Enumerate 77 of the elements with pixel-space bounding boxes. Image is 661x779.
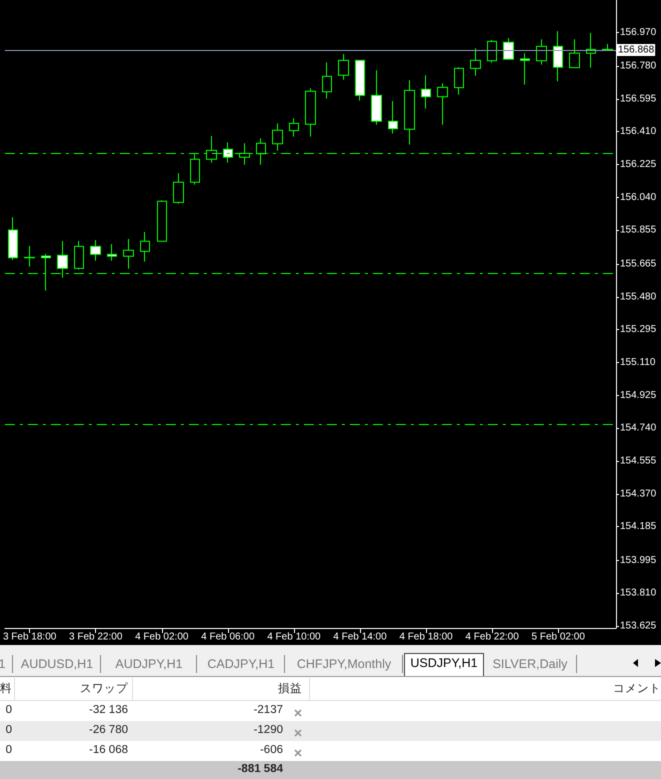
candlestick	[569, 38, 580, 68]
candlestick	[338, 53, 349, 80]
y-tick-label: 155.110	[620, 356, 656, 368]
candlestick	[140, 231, 150, 262]
y-tick-label: 155.665	[620, 258, 657, 270]
y-tick-label: 156.595	[620, 93, 657, 104]
x-tick-label: 4 Feb 10:00	[267, 632, 322, 642]
y-tick-label: 156.410	[620, 126, 657, 138]
text: -26 780	[88, 724, 128, 736]
text: CADJPY,H1	[198, 655, 285, 673]
text: 0	[4, 744, 12, 756]
y-tick-label: 153.810	[620, 588, 657, 599]
y-tick-label: 156.040	[620, 192, 657, 203]
text: コメント	[612, 682, 661, 696]
candlestick	[90, 239, 101, 262]
text: AUDJPY,H1	[102, 655, 197, 673]
y-tick-label: 153.995	[620, 554, 657, 566]
x-tick-label: 3 Feb 22:00	[69, 632, 123, 642]
y-tick-label: 154.185	[620, 521, 657, 532]
candlestick	[272, 122, 283, 152]
text: 損益	[277, 682, 302, 696]
y-tick-label: 155.855	[620, 224, 657, 236]
text: スワップ	[79, 681, 128, 696]
candlestick	[437, 82, 448, 126]
candlestick	[305, 88, 316, 138]
x-tick-label: 4 Feb 02:00	[135, 632, 189, 642]
candlestick	[520, 52, 530, 86]
y-tick-label: 155.480	[620, 291, 657, 302]
x-tick-label: 4 Feb 14:00	[333, 632, 388, 642]
y-tick-label: 156.970	[620, 26, 657, 38]
text: -16 068	[88, 744, 128, 756]
x-tick-label: 5 Feb 02:00	[532, 632, 586, 642]
ref-line-label: 156.868	[618, 44, 655, 56]
candlestick	[355, 59, 365, 102]
y-tick-label: 154.925	[620, 390, 657, 401]
candlestick	[421, 74, 431, 110]
x-tick-label: 4 Feb 22:00	[465, 632, 520, 642]
candlestick	[74, 240, 84, 270]
y-tick-label: 154.555	[620, 455, 657, 466]
candlestick	[322, 62, 332, 100]
candlestick	[8, 216, 18, 261]
text: USDJPY,H1	[404, 653, 484, 676]
candlestick	[553, 30, 563, 82]
candlestick	[173, 172, 184, 204]
text: 料	[0, 682, 12, 696]
candlestick	[24, 246, 35, 268]
candlestick	[503, 37, 514, 60]
text: -2137	[252, 704, 283, 716]
candlestick	[487, 39, 497, 64]
candlestick	[454, 66, 464, 96]
text: 0	[4, 704, 12, 716]
candlestick	[107, 244, 117, 262]
candlestick	[289, 118, 299, 138]
y-tick-label: 156.780	[620, 60, 657, 72]
y-tick-label: 155.295	[620, 324, 657, 336]
candlestick	[388, 100, 398, 134]
text: 0	[4, 724, 12, 736]
x-tick-label: 3 Feb 18:00	[2, 632, 57, 642]
y-tick-label: 156.225	[620, 159, 657, 170]
text: -32 136	[88, 704, 128, 716]
text: -606	[258, 744, 283, 756]
candlestick	[470, 48, 481, 76]
y-tick-label: 154.740	[620, 422, 657, 434]
text: -1290	[252, 724, 283, 736]
candlestick	[536, 38, 547, 66]
text: CHFJPY,Monthly	[286, 655, 403, 673]
candlestick	[371, 70, 382, 126]
text: AUDUSD,H1	[14, 655, 101, 673]
y-tick-label: 154.370	[620, 488, 657, 500]
candlestick	[404, 80, 415, 146]
candlestick	[157, 200, 167, 242]
y-tick-label: 153.625	[620, 620, 657, 632]
x-tick-label: 4 Feb 06:00	[201, 632, 255, 642]
x-tick-label: 4 Feb 18:00	[399, 632, 454, 642]
text: -881 584	[236, 763, 283, 775]
candlestick	[123, 238, 134, 270]
text: SILVER,Daily	[484, 655, 577, 673]
